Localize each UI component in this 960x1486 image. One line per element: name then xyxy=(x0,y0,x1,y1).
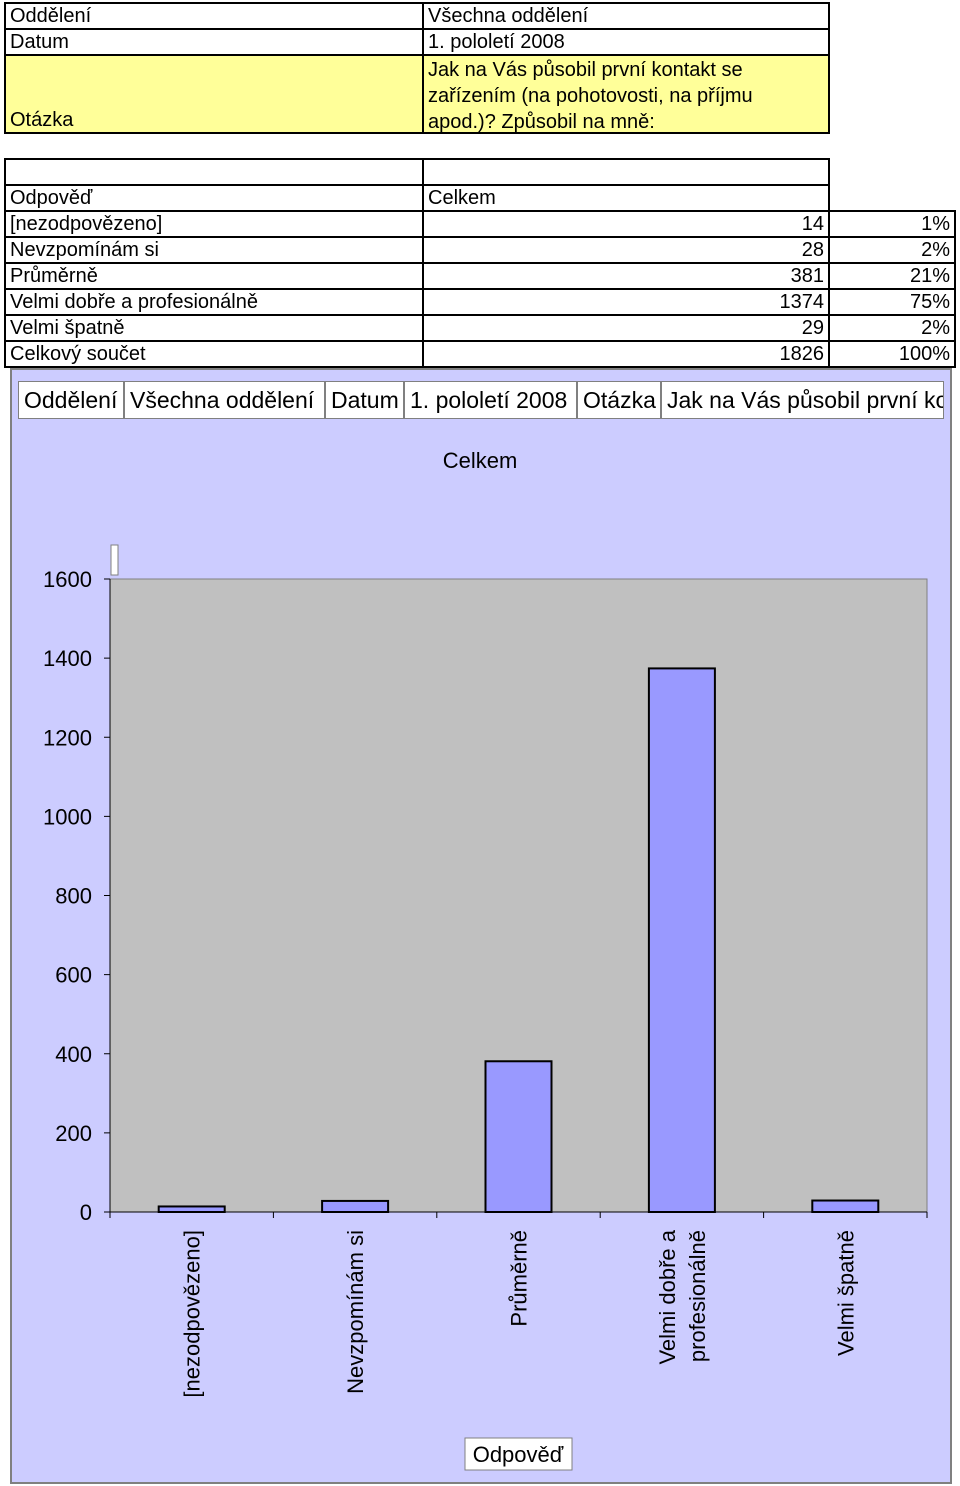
y-tick-label: 1600 xyxy=(43,567,92,592)
y-tick-label: 1200 xyxy=(43,725,92,750)
chart-title: Celkem xyxy=(443,448,518,473)
total-row-percent: 100% xyxy=(828,340,956,368)
x-tick-label: [nezodpovězeno] xyxy=(180,1230,205,1398)
pivot-field-department-label[interactable]: Oddělení xyxy=(18,381,124,419)
y-tick-label: 0 xyxy=(80,1200,92,1225)
y-tick-label: 400 xyxy=(55,1042,92,1067)
y-tick-label: 800 xyxy=(55,884,92,909)
x-tick-label: Velmi dobře a xyxy=(655,1229,680,1364)
y-tick-label: 1000 xyxy=(43,804,92,829)
pivot-field-question-value[interactable]: Jak na Vás působil první kontakt se zaří… xyxy=(661,381,944,419)
x-tick-label: profesionálně xyxy=(685,1230,710,1362)
x-axis-title: Odpověď xyxy=(473,1442,564,1467)
x-axis-title-box[interactable] xyxy=(464,1437,573,1471)
y-tick-label: 200 xyxy=(55,1121,92,1146)
question-label: Otázka xyxy=(4,54,424,134)
legend-marker xyxy=(110,544,119,576)
x-tick-label: Velmi špatně xyxy=(833,1230,858,1356)
pivot-field-question-label[interactable]: Otázka xyxy=(577,381,661,419)
question-value: Jak na Vás působil první kontakt se zaří… xyxy=(422,54,830,134)
x-tick-label: Nevzpomínám si xyxy=(343,1230,368,1394)
pivot-field-department-value[interactable]: Všechna oddělení xyxy=(124,381,325,419)
y-tick-label: 1400 xyxy=(43,646,92,671)
bar[interactable] xyxy=(484,1060,553,1213)
y-tick-label: 600 xyxy=(55,963,92,988)
x-tick-label: Průměrně xyxy=(507,1230,532,1327)
bar[interactable] xyxy=(321,1199,390,1213)
pivot-field-date-value[interactable]: 1. pololetí 2008 xyxy=(404,381,577,419)
bar[interactable] xyxy=(811,1199,880,1213)
bar[interactable] xyxy=(647,667,716,1213)
bar[interactable] xyxy=(157,1205,226,1214)
pivot-field-date-label[interactable]: Datum xyxy=(325,381,404,419)
